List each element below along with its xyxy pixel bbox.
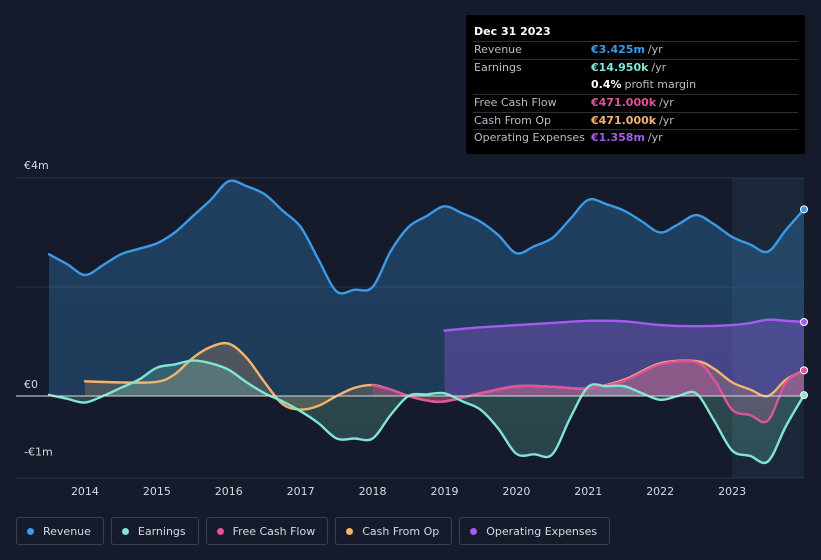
tooltip-row-value: €1.358m: [591, 131, 645, 145]
tooltip-row: Earnings €14.950k/yr: [473, 58, 798, 77]
tooltip-row-label: Cash From Op: [474, 113, 552, 127]
tooltip-row-value: €3.425m: [591, 43, 645, 56]
x-tick-label: 2021: [574, 485, 602, 498]
tooltip-row-unit: /yr: [651, 60, 667, 74]
tooltip-row-value: €14.950k: [591, 60, 649, 74]
tooltip-row-label: [473, 77, 591, 94]
tooltip-row-unit: /yr: [647, 131, 663, 145]
y-tick-label: €4m: [24, 159, 49, 172]
legend-dot-icon: [346, 527, 354, 535]
tooltip-row-unit: profit margin: [624, 77, 697, 91]
tooltip-row-label: Operating Expenses: [474, 131, 585, 145]
x-tick-label: 2018: [359, 485, 387, 498]
legend-item-earnings[interactable]: Earnings: [110, 517, 199, 545]
x-tick-label: 2020: [502, 485, 530, 498]
legend-dot-icon: [27, 527, 34, 535]
tooltip-row-value: €471.000k: [591, 113, 657, 127]
endpoint-operating-expenses: [800, 317, 808, 326]
legend-item-free-cash-flow[interactable]: Free Cash Flow: [205, 517, 329, 545]
y-tick-label: €0: [24, 378, 38, 391]
endpoint-free-cash-flow: [800, 366, 808, 375]
chart: €4m €0 -€1m 2014 2015 2016 2017 2018 2019 2020 202…: [16, 159, 808, 498]
tooltip-row-unit: /yr: [659, 95, 674, 109]
legend-label: Free Cash Flow: [232, 524, 316, 538]
x-tick-label: 2014: [71, 485, 99, 498]
legend-dot-icon: [470, 527, 478, 535]
legend-item-revenue[interactable]: Revenue: [16, 517, 104, 545]
tooltip-row-unit: /yr: [647, 43, 663, 56]
legend-dot-icon: [216, 527, 224, 535]
tooltip-row: Free Cash Flow €471.000k/yr: [473, 93, 798, 112]
legend-item-cash-from-op[interactable]: Cash From Op: [335, 517, 453, 545]
endpoint-earnings: [800, 391, 808, 400]
tooltip-row-label: Free Cash Flow: [474, 95, 557, 109]
legend-dot-icon: [121, 527, 129, 535]
tooltip-row: 0.4% profit margin: [473, 77, 798, 94]
legend: Revenue Earnings Free Cash Flow Cash From O…: [16, 517, 611, 545]
tooltip-row-value: 0.4%: [591, 77, 622, 91]
tooltip-row: Operating Expenses €1.358m/yr: [473, 129, 798, 147]
legend-label: Cash From Op: [362, 524, 440, 538]
x-tick-label: 2017: [287, 485, 315, 498]
x-tick-label: 2022: [646, 485, 674, 498]
tooltip-row-unit: /yr: [659, 113, 674, 127]
legend-label: Earnings: [137, 524, 186, 538]
tooltip-date: Dec 31 2023: [474, 25, 551, 38]
x-tick-label: 2019: [430, 485, 458, 498]
x-tick-label: 2023: [718, 485, 746, 498]
line-revenue: [47, 179, 806, 295]
tooltip-row-label: Revenue: [474, 43, 522, 56]
tooltip-row: Revenue €3.425m/yr: [473, 41, 798, 59]
tooltip: Dec 31 2023 Revenue €3.425m/yr Earnings €14…: [466, 15, 805, 154]
tooltip-row-label: Earnings: [474, 60, 522, 74]
x-tick-label: 2015: [143, 485, 171, 498]
legend-label: Operating Expenses: [486, 524, 598, 538]
tooltip-row: Cash From Op €471.000k/yr: [473, 111, 798, 130]
y-tick-label: -€1m: [24, 446, 53, 459]
legend-label: Revenue: [43, 524, 91, 538]
x-tick-label: 2016: [215, 485, 243, 498]
tooltip-row-value: €471.000k: [591, 95, 657, 109]
legend-item-operating-expenses[interactable]: Operating Expenses: [459, 517, 611, 545]
endpoint-revenue: [800, 205, 808, 214]
line-operating-expenses: [443, 318, 806, 332]
